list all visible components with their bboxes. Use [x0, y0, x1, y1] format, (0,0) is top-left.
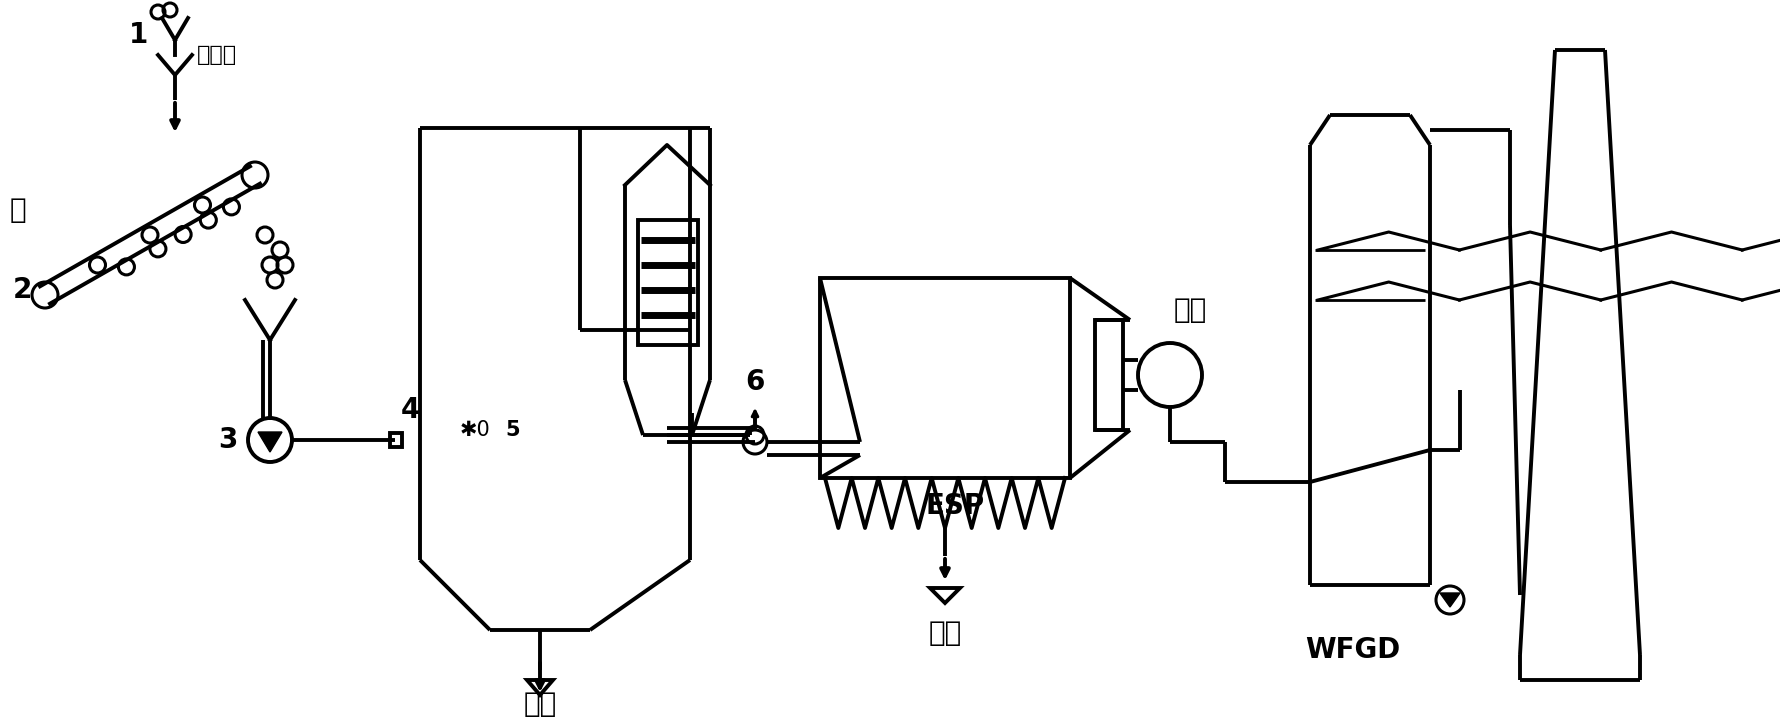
Bar — [821, 278, 1070, 478]
Polygon shape — [258, 432, 281, 452]
Text: 5: 5 — [506, 420, 520, 440]
Text: 6: 6 — [746, 368, 765, 396]
Text: 2: 2 — [12, 276, 32, 304]
Bar — [1095, 320, 1123, 430]
Text: 底灰: 底灰 — [523, 690, 557, 718]
Text: ESP: ESP — [926, 492, 984, 520]
Text: 煤: 煤 — [9, 196, 27, 224]
Text: WFGD: WFGD — [1305, 636, 1401, 664]
Text: ✱0: ✱0 — [459, 420, 490, 440]
Text: 风机: 风机 — [1173, 296, 1207, 324]
Polygon shape — [1440, 593, 1460, 607]
Text: 3: 3 — [219, 426, 239, 454]
Text: 添加剂: 添加剂 — [198, 45, 237, 65]
Text: 4: 4 — [400, 396, 420, 424]
Text: 1: 1 — [128, 21, 148, 49]
Text: 飞灰: 飞灰 — [929, 619, 961, 647]
Bar — [637, 220, 698, 345]
Bar — [390, 433, 402, 447]
